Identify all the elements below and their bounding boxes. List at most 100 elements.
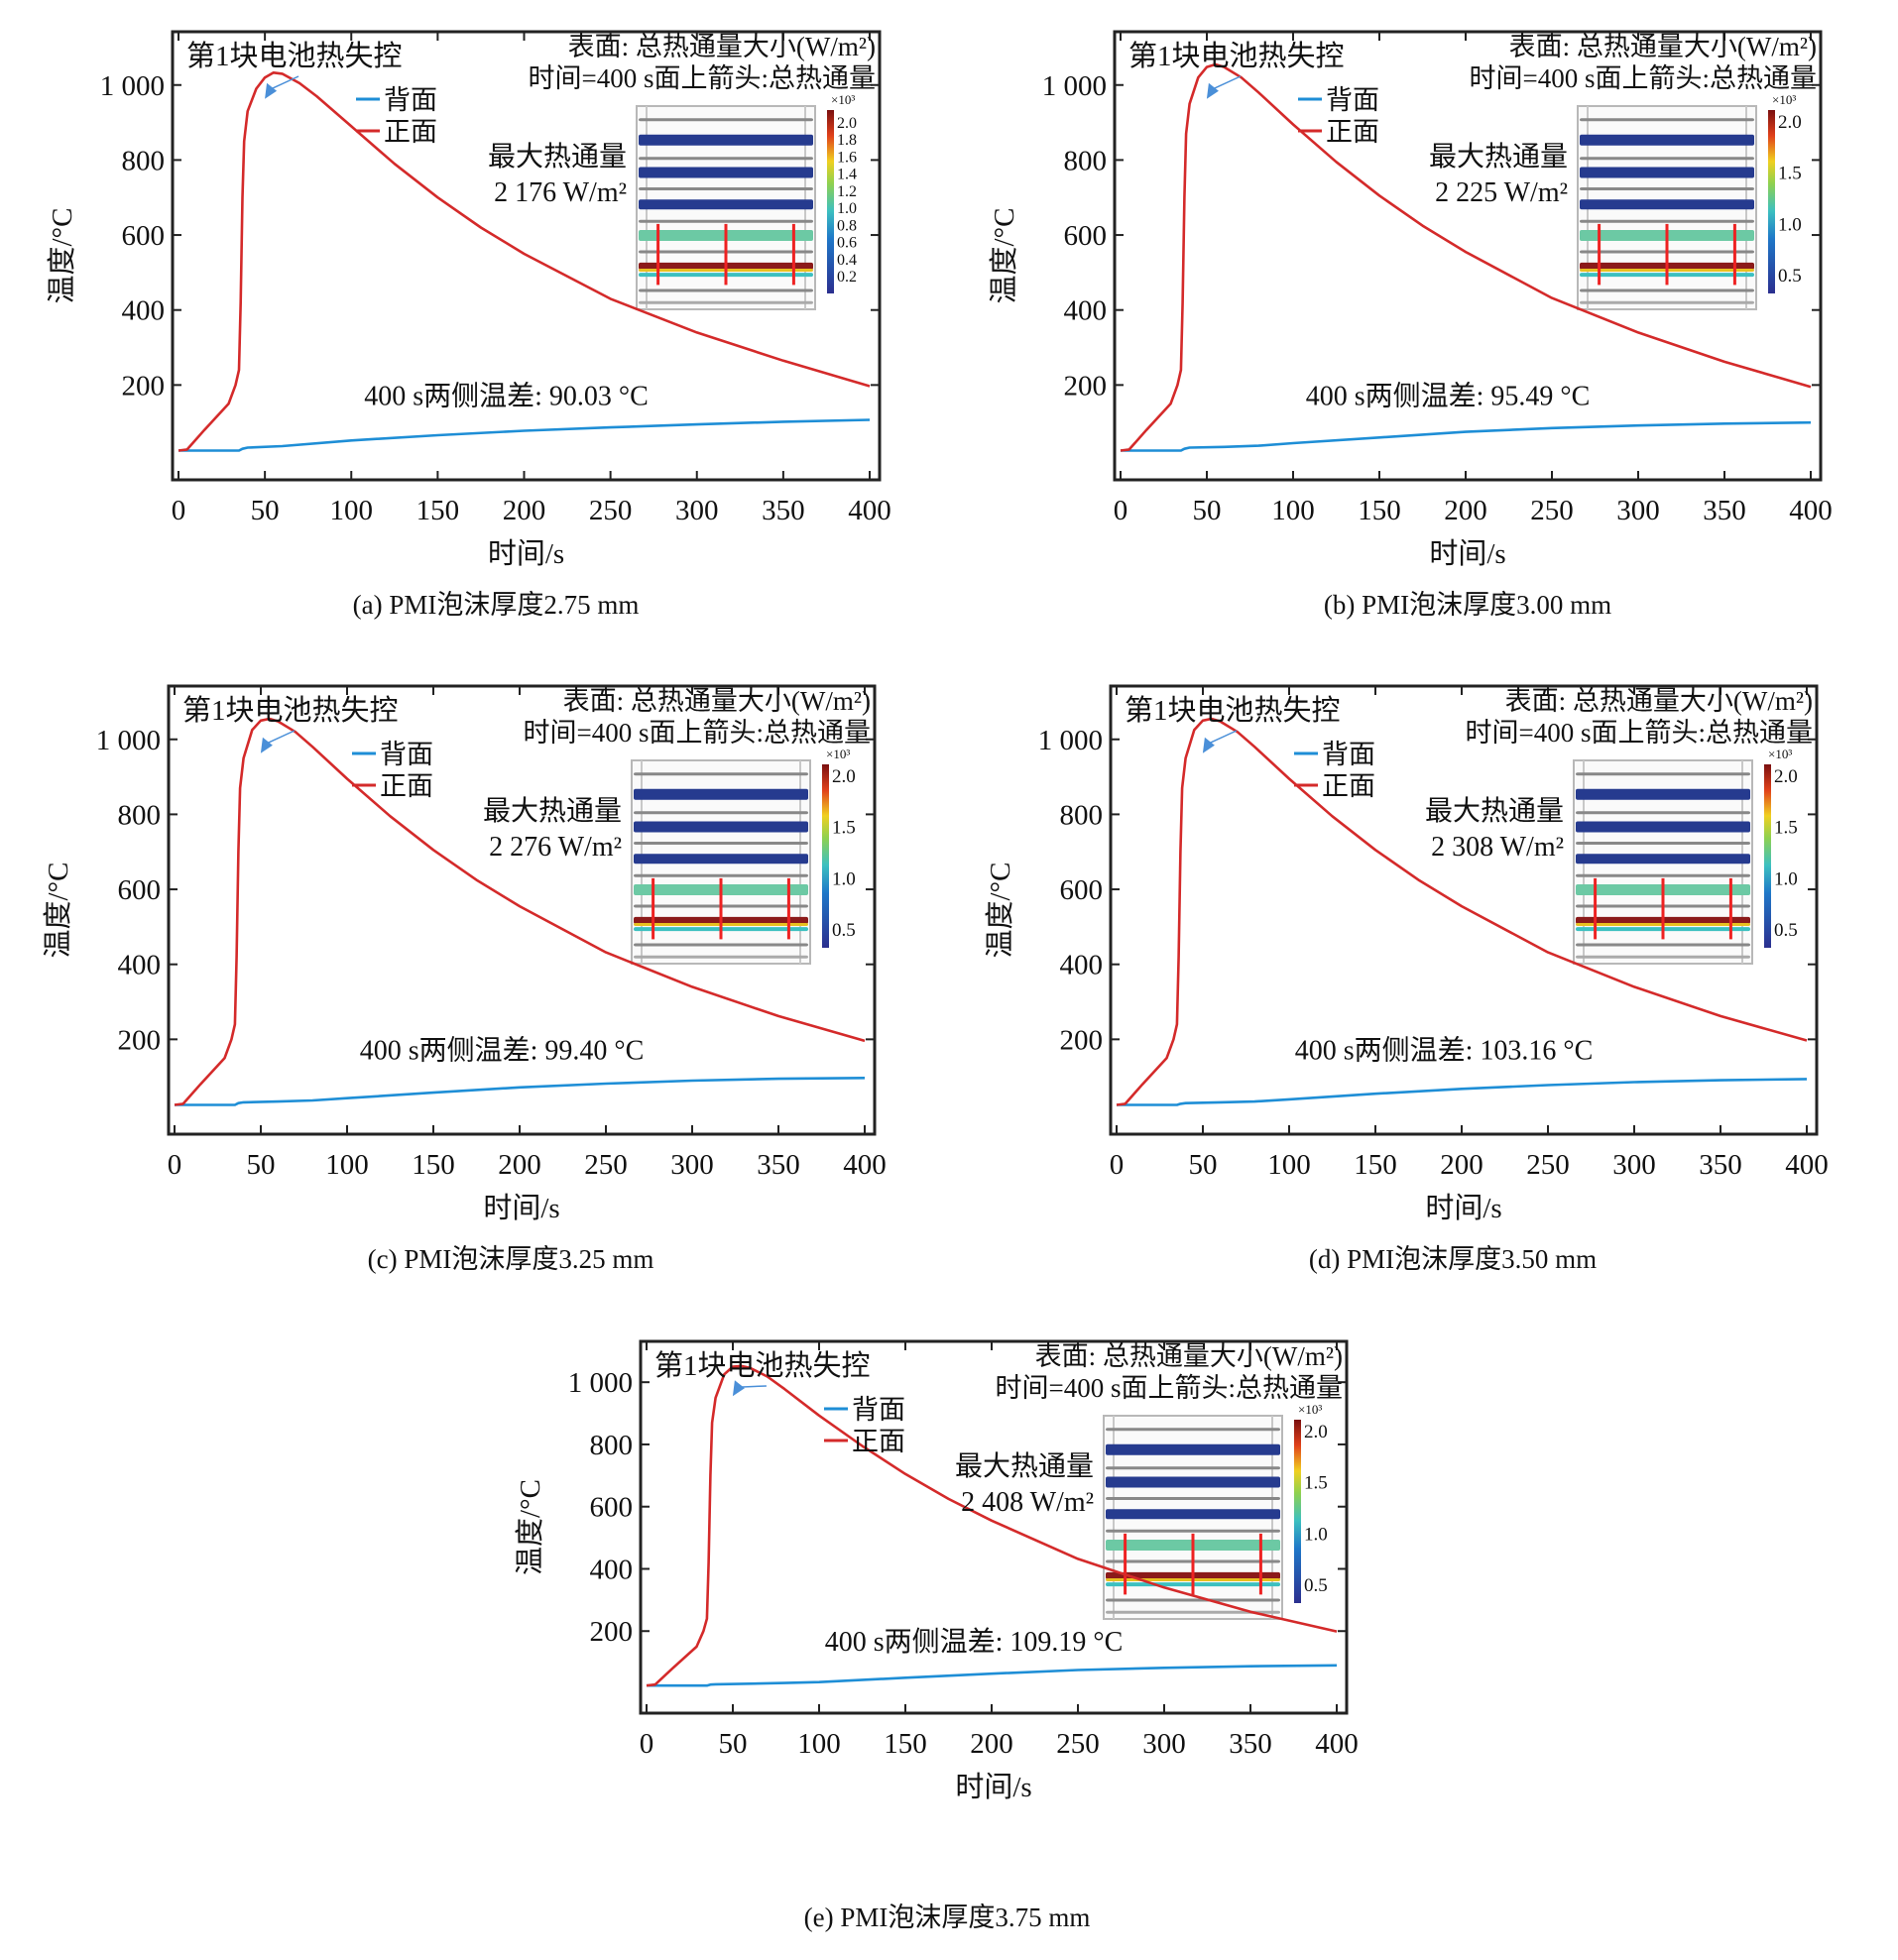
inset-frame-bar (634, 955, 808, 959)
x-tick-label: 250 (1056, 1728, 1100, 1760)
colorbar-tick-label: 1.5 (1774, 818, 1798, 839)
colorbar-tick-label: 1.8 (837, 132, 857, 149)
colorbar-tick-label: 0.8 (837, 217, 857, 234)
series-line-back (178, 418, 871, 452)
colorbar-tick-label: 0.6 (837, 235, 857, 252)
y-tick-label: 1 000 (568, 1367, 633, 1399)
time-title: 时间=400 s面上箭头:总热通量 (524, 718, 872, 748)
time-title: 时间=400 s面上箭头:总热通量 (996, 1373, 1344, 1403)
chart-caption: (b) PMI泡沫厚度3.00 mm (1323, 590, 1612, 620)
runaway-arrow (1210, 75, 1242, 91)
legend-label-back: 背面 (852, 1395, 905, 1425)
inset-cell-slab (634, 854, 808, 865)
y-tick-label: 800 (118, 799, 162, 831)
series-line-front (646, 1364, 1338, 1687)
y-tick-label: 1 000 (1038, 725, 1103, 756)
x-tick-label: 250 (589, 495, 633, 526)
runaway-annotation: 第1块电池热失控 (182, 694, 399, 727)
x-tick-label: 150 (416, 495, 460, 526)
x-tick-label: 350 (1703, 495, 1746, 526)
inset-cell-slab (634, 788, 808, 800)
y-tick-label: 200 (1064, 370, 1108, 402)
y-tick-label: 400 (118, 950, 162, 981)
chart-svg: 0 50 100 150 200 250 300 350 400 200 400 600 800 1 00… (46, 30, 891, 570)
legend-label-front: 正面 (384, 117, 437, 147)
x-tick-label: 400 (1785, 1149, 1829, 1181)
legend-label-back: 背面 (1322, 740, 1375, 769)
max-flux-value: 2 176 W/m² (494, 177, 627, 208)
x-tick-label: 200 (503, 495, 546, 526)
x-tick-label: 400 (1315, 1728, 1359, 1760)
series-line-back (175, 1077, 866, 1106)
inset-frame-bar (639, 219, 813, 223)
x-tick-label: 300 (675, 495, 719, 526)
y-tick-label: 800 (1064, 145, 1108, 176)
colorbar-tick-label: 1.5 (832, 818, 856, 839)
plot-frame (1109, 684, 1819, 1136)
inset-frame-bar (1576, 955, 1750, 959)
max-flux-value: 2 225 W/m² (1435, 177, 1568, 208)
runaway-annotation: 第1块电池热失控 (1128, 40, 1345, 72)
series-line-front (174, 717, 866, 1106)
x-tick-label: 150 (412, 1149, 455, 1181)
surface-title: 表面: 总热通量大小(W/m²) (568, 32, 876, 61)
plot-frame (171, 30, 882, 482)
y-tick-label: 400 (122, 295, 166, 327)
inset-cell-slab (639, 199, 813, 210)
inset-cell-slab (1580, 199, 1754, 210)
max-flux-label: 最大热通量 (955, 1450, 1094, 1482)
heat-flux-inset (1573, 759, 1753, 965)
legend-label-back: 背面 (384, 85, 437, 115)
inset-frame-bar (1106, 1598, 1280, 1602)
delta-temperature-label: 400 s两侧温差: 90.03 °C (364, 380, 649, 411)
inset-frame-bar (1580, 118, 1754, 122)
inset-frame-bar (639, 288, 813, 292)
colorbar-tick-label: 1.2 (837, 183, 857, 200)
time-title: 时间=400 s面上箭头:总热通量 (1466, 718, 1814, 748)
y-tick-label: 1 000 (1042, 70, 1107, 102)
colorbar-tick-label: 1.0 (1774, 868, 1798, 889)
y-axis-label: 温度/°C (984, 863, 1016, 959)
inset-frame-bar (1106, 1610, 1280, 1614)
colorbar (1294, 1420, 1301, 1603)
colorbar (822, 764, 829, 948)
x-tick-label: 200 (1444, 495, 1487, 526)
x-tick-label: 50 (247, 1149, 276, 1181)
inset-cell-slab (1106, 1443, 1280, 1455)
x-tick-label: 200 (970, 1728, 1013, 1760)
y-tick-label: 800 (1060, 799, 1104, 831)
runaway-arrowhead (1206, 82, 1219, 99)
x-tick-label: 400 (843, 1149, 887, 1181)
y-tick-label: 600 (590, 1492, 634, 1524)
time-title: 时间=400 s面上箭头:总热通量 (1470, 63, 1818, 93)
inset-frame-bar (1576, 943, 1750, 947)
series-line-back (647, 1664, 1338, 1687)
colorbar (1764, 764, 1771, 948)
colorbar-tick-label: 1.5 (1778, 164, 1802, 184)
inset-frame-bar (1580, 157, 1754, 161)
chart-panel-a: 0 50 100 150 200 250 300 350 400 200 400 600 800 1 00… (0, 0, 949, 634)
chart-caption: (c) PMI泡沫厚度3.25 mm (367, 1244, 654, 1274)
inset-frame-bar (634, 811, 808, 815)
colorbar-tick-label: 2.0 (1778, 112, 1802, 133)
delta-temperature-label: 400 s两侧温差: 109.19 °C (825, 1626, 1124, 1658)
inset-frame-bar (1106, 1428, 1280, 1432)
x-tick-label: 0 (1110, 1149, 1125, 1181)
inset-frame-bar (639, 157, 813, 161)
chart-caption: (d) PMI泡沫厚度3.50 mm (1308, 1244, 1598, 1274)
y-tick-label: 200 (590, 1616, 634, 1648)
colorbar-tick-label: 1.4 (837, 167, 857, 183)
colorbar-tick-label: 0.2 (837, 269, 857, 286)
x-tick-label: 400 (1789, 495, 1833, 526)
colorbar-exponent: ×10³ (1772, 92, 1796, 107)
x-tick-label: 300 (1612, 1149, 1656, 1181)
time-title: 时间=400 s面上箭头:总热通量 (529, 63, 877, 93)
x-tick-label: 350 (757, 1149, 800, 1181)
x-tick-label: 0 (172, 495, 186, 526)
surface-title: 表面: 总热通量大小(W/m²) (1509, 32, 1817, 61)
y-tick-label: 800 (590, 1430, 634, 1461)
delta-temperature-label: 400 s两侧温差: 99.40 °C (360, 1034, 645, 1066)
x-tick-label: 250 (1530, 495, 1574, 526)
